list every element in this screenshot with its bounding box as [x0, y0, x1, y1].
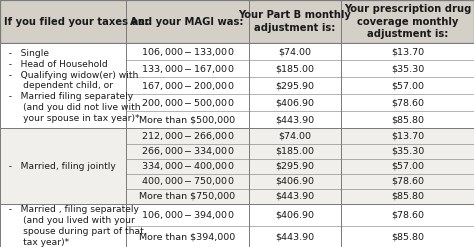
Text: $443.90: $443.90: [275, 115, 315, 124]
Text: $57.00: $57.00: [391, 162, 424, 171]
Bar: [0, 128, 474, 204]
Text: $74.00: $74.00: [279, 131, 311, 141]
Text: $295.90: $295.90: [275, 162, 315, 171]
Text: $295.90: $295.90: [275, 81, 315, 90]
Text: $78.60: $78.60: [391, 177, 424, 186]
Text: $167,000 - $200,000: $167,000 - $200,000: [140, 80, 234, 92]
Text: $78.60: $78.60: [391, 98, 424, 107]
Text: More than $394,000: More than $394,000: [139, 233, 236, 242]
Text: If you filed your taxes as:: If you filed your taxes as:: [4, 17, 148, 27]
Text: $266,000 - $334,000: $266,000 - $334,000: [140, 145, 234, 157]
Text: $13.70: $13.70: [391, 131, 424, 141]
Text: $200,000 - $500,000: $200,000 - $500,000: [140, 97, 234, 109]
Text: $400,000 - $750,000: $400,000 - $750,000: [140, 175, 234, 187]
Text: $406.90: $406.90: [275, 210, 315, 219]
Text: $85.80: $85.80: [391, 115, 424, 124]
Text: $13.70: $13.70: [391, 47, 424, 56]
Text: $212,000 - $266,000: $212,000 - $266,000: [140, 130, 234, 142]
Text: -   Married , filing separately
       (and you lived with your
       spouse du: - Married , filing separately (and you l…: [3, 205, 144, 247]
Bar: [0, 204, 474, 247]
Text: $443.90: $443.90: [275, 233, 315, 242]
Text: $406.90: $406.90: [275, 177, 315, 186]
Text: $74.00: $74.00: [279, 47, 311, 56]
Text: $185.00: $185.00: [275, 146, 315, 156]
Text: And your MAGI was:: And your MAGI was:: [130, 17, 244, 27]
Text: $85.80: $85.80: [391, 233, 424, 242]
Text: $78.60: $78.60: [391, 210, 424, 219]
Text: More than $750,000: More than $750,000: [139, 192, 235, 201]
Text: -   Married, filing jointly: - Married, filing jointly: [3, 162, 116, 171]
Bar: [0, 43, 474, 128]
Text: $185.00: $185.00: [275, 64, 315, 73]
Text: More than $500,000: More than $500,000: [139, 115, 235, 124]
Text: $106,000 - $394,000: $106,000 - $394,000: [140, 209, 234, 221]
Text: $35.30: $35.30: [391, 64, 424, 73]
Text: $443.90: $443.90: [275, 192, 315, 201]
Text: -   Single
  -   Head of Household
  -   Qualifying widow(er) with
       depend: - Single - Head of Household - Qualifyin…: [3, 49, 140, 123]
Text: Your Part B monthly
adjustment is:: Your Part B monthly adjustment is:: [238, 10, 352, 33]
Text: Your prescription drug
coverage monthly
adjustment is:: Your prescription drug coverage monthly …: [344, 4, 471, 39]
Text: $133,000 - $167,000: $133,000 - $167,000: [140, 63, 234, 75]
Text: $85.80: $85.80: [391, 192, 424, 201]
Text: $106,000 - $133,000: $106,000 - $133,000: [140, 46, 234, 58]
Bar: [0, 0, 474, 43]
Text: $35.30: $35.30: [391, 146, 424, 156]
Text: $406.90: $406.90: [275, 98, 315, 107]
Text: $57.00: $57.00: [391, 81, 424, 90]
Text: $334,000 - $400,000: $334,000 - $400,000: [140, 160, 234, 172]
